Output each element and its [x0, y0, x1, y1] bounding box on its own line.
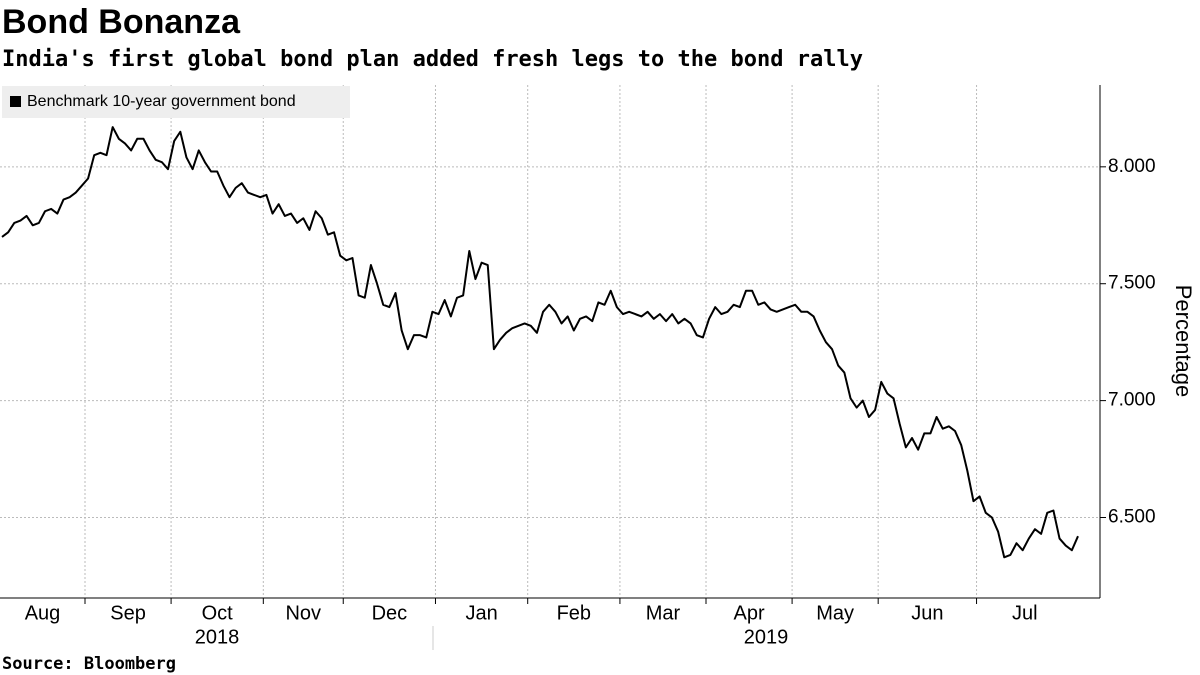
x-tick-label: Feb	[557, 602, 591, 624]
x-tick-label: Jul	[1012, 602, 1038, 624]
x-tick-label: Oct	[202, 602, 234, 624]
y-tick-label: 6.500	[1108, 507, 1156, 528]
x-tick-label: Aug	[25, 602, 61, 624]
chart-subtitle: India's first global bond plan added fre…	[2, 47, 863, 72]
source: Source: Bloomberg	[2, 654, 176, 674]
y-tick-label: 7.000	[1108, 390, 1156, 411]
x-tick-label: Sep	[110, 602, 146, 624]
legend-box	[2, 86, 350, 118]
x-tick-label: Jun	[911, 602, 943, 624]
x-tick-label: Dec	[372, 602, 408, 624]
legend-swatch	[10, 96, 21, 107]
x-tick-label: Mar	[646, 602, 681, 624]
year-label: 2019	[744, 626, 789, 648]
line-series	[1, 126, 1079, 559]
y-tick-label: 7.500	[1108, 273, 1156, 294]
year-label: 2018	[195, 626, 240, 648]
y-axis-label: Percentage	[1171, 285, 1196, 398]
chart-title: Bond Bonanza	[2, 3, 241, 41]
y-tick-label: 8.000	[1108, 156, 1156, 177]
x-tick-label: Apr	[733, 602, 764, 624]
x-tick-label: Jan	[465, 602, 497, 624]
legend-label: Benchmark 10-year government bond	[27, 93, 296, 110]
x-tick-label: May	[816, 602, 854, 624]
x-tick-label: Nov	[285, 602, 321, 624]
